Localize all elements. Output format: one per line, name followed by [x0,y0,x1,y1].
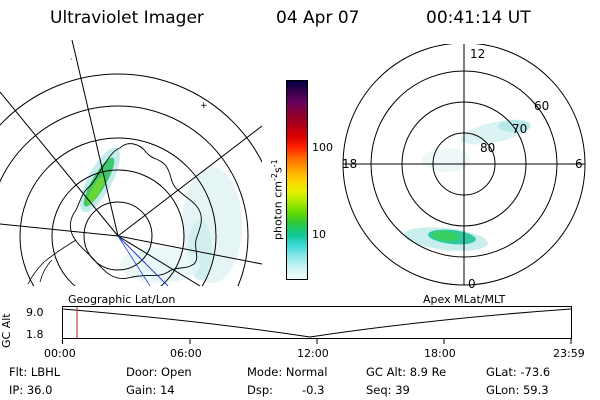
mlat-label-60: 60 [534,99,549,113]
geographic-label: Geographic Lat/Lon [68,293,176,306]
altitude-tick-min: 1.8 [26,328,44,341]
mlat-label-70: 70 [512,122,527,136]
mlt-label-18: 18 [342,157,357,171]
mode-readout: Mode: Normal [247,365,328,379]
mlt-label-0: 0 [468,277,476,288]
colorbar-unit-label: photon cm-2s-1 [270,159,285,240]
gc-altitude-readout: GC Alt: 8.9 Re [366,365,447,379]
door-readout: Door: Open [126,365,192,379]
geo-longitude-readout: GLon: 59.3 [486,383,549,397]
svg-text:+: + [200,101,208,111]
altitude-tick-max: 9.0 [26,306,44,319]
altitude-curve [62,308,572,338]
time-tick-1200: 12:00 [297,347,329,360]
time-tick-2359: 23:59 [553,347,585,360]
geographic-map-plot: · + [0,40,262,286]
altitude-timeline-plot [62,306,572,344]
observation-time: 00:41:14 UT [426,8,531,28]
gain-readout: Gain: 14 [126,383,175,397]
colorbar-tick-10: 10 [312,228,326,241]
time-tick-1800: 18:00 [424,347,456,360]
colorbar-tick-100: 100 [312,141,333,154]
apex-mlat-mlt-plot: 12 18 6 0 60 70 80 [342,44,586,288]
altitude-axis-title: GC Alt [0,313,13,348]
dsp-value: -0.3 [302,383,325,397]
mlat-label-80: 80 [480,141,495,155]
mlt-label-6: 6 [575,157,583,171]
ip-readout: IP: 36.0 [9,383,53,397]
sequence-readout: Seq: 39 [366,383,410,397]
longitude-meridians [0,40,262,286]
apex-label: Apex MLat/MLT [423,293,506,306]
instrument-title: Ultraviolet Imager [50,8,204,28]
mlt-label-12: 12 [470,47,485,61]
svg-text:·: · [70,55,73,64]
time-tick-0600: 06:00 [170,347,202,360]
filter-readout: Flt: LBHL [9,365,61,379]
geo-latitude-readout: GLat: -73.6 [486,365,551,379]
intensity-colorbar [286,80,308,280]
auroral-emission [80,147,242,283]
continent-outline [69,143,202,279]
time-tick-0000: 00:00 [44,347,76,360]
latitude-circles [0,73,262,286]
observation-date: 04 Apr 07 [276,8,360,28]
dsp-readout: Dsp: [247,383,274,397]
